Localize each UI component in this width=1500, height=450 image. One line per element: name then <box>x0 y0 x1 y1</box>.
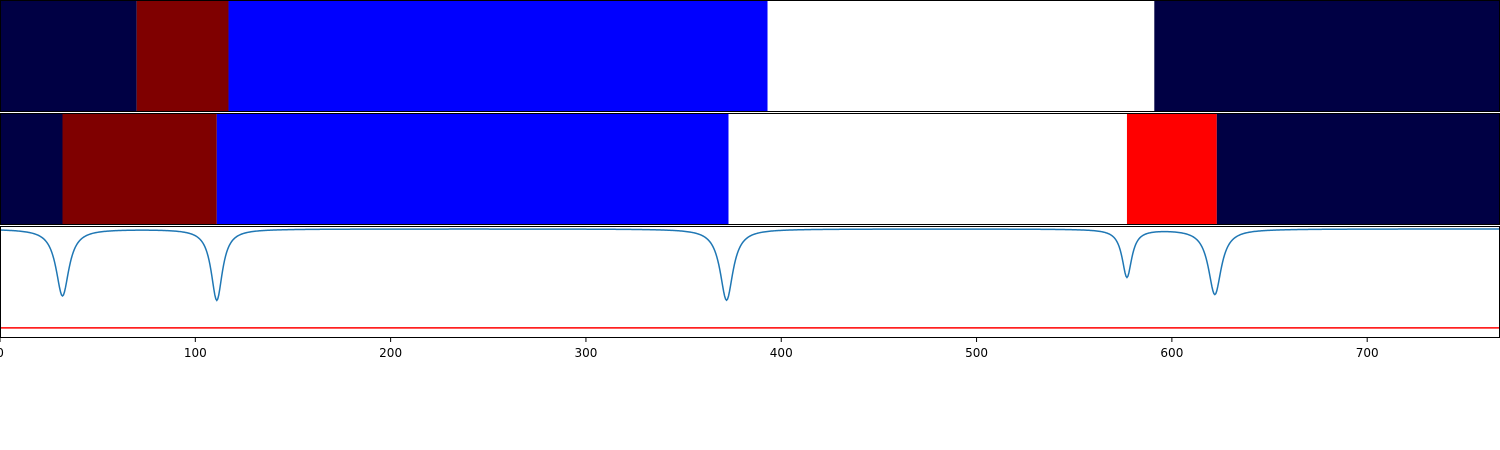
x-tick-label-200: 200 <box>379 346 402 360</box>
top-band-segment-0 <box>0 0 137 112</box>
middle-band-segment-5 <box>1216 113 1500 225</box>
middle-band-segment-0 <box>0 113 63 225</box>
top-band-segment-1 <box>136 0 229 112</box>
x-tick-label-100: 100 <box>184 346 207 360</box>
x-axis: 0 100 200 300 400 500 600 700 <box>0 338 1379 360</box>
x-tick-label-300: 300 <box>574 346 597 360</box>
x-tick-label-0: 0 <box>0 346 4 360</box>
top-band-segment-2 <box>228 0 768 112</box>
middle-band-segment-2 <box>216 113 729 225</box>
middle-band-panel <box>0 113 1500 225</box>
signal-line <box>0 228 1500 302</box>
x-tick-label-400: 400 <box>770 346 793 360</box>
top-band-segment-4 <box>1154 0 1500 112</box>
middle-band-segment-4 <box>1126 113 1217 225</box>
x-tick-label-600: 600 <box>1160 346 1183 360</box>
x-tick-label-500: 500 <box>965 346 988 360</box>
top-band-segment-3 <box>767 0 1155 112</box>
x-tick-label-700: 700 <box>1356 346 1379 360</box>
middle-band-segment-1 <box>62 113 217 225</box>
signal-panel <box>0 226 1500 338</box>
top-band-panel <box>0 0 1500 112</box>
signal-panel-background <box>0 226 1500 338</box>
middle-band-segment-3 <box>728 113 1127 225</box>
